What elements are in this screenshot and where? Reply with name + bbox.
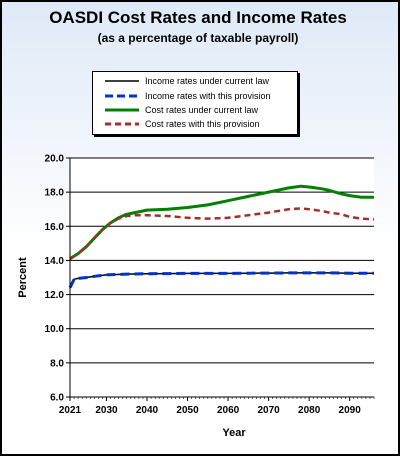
x-axis-title: Year	[222, 427, 246, 439]
y-tick-label-3: 12.0	[45, 290, 65, 301]
legend-label-income-provision: Income rates with this provision	[145, 91, 271, 101]
legend-swatch-income-current	[105, 80, 139, 82]
legend-item-income-provision: Income rates with this provision	[103, 89, 271, 103]
y-axis-title: Percent	[17, 257, 29, 298]
legend-label-cost-provision: Cost rates with this provision	[145, 119, 260, 129]
y-tick-label-6: 18.0	[45, 188, 65, 199]
legend-label-income-current: Income rates under current law	[145, 76, 270, 86]
x-tick-label-1: 2030	[95, 405, 118, 416]
legend-item-cost-provision: Cost rates with this provision	[103, 117, 260, 131]
series-lines	[68, 184, 375, 289]
x-tick-label-2: 2040	[136, 405, 159, 416]
legend-swatch-cost-provision	[105, 122, 139, 126]
y-tick-label-4: 14.0	[45, 256, 65, 267]
chart-legend: Income rates under current law Income ra…	[92, 71, 298, 135]
x-tick-label-0: 2021	[59, 405, 82, 416]
y-tick-label-2: 10.0	[45, 324, 65, 335]
y-tick-label-1: 8.0	[50, 358, 64, 369]
legend-label-cost-current: Cost rates under current law	[145, 105, 259, 115]
x-tick-label-7: 2090	[339, 405, 362, 416]
y-tick-label-0: 6.0	[50, 393, 64, 404]
series-line-3	[69, 207, 375, 260]
chart-subtitle: (as a percentage of taxable payroll)	[97, 31, 299, 45]
plot-area	[70, 158, 374, 397]
legend-item-income-current: Income rates under current law	[103, 74, 269, 88]
chart-title: OASDI Cost Rates and Income Rates	[49, 8, 347, 27]
series-line-1	[68, 271, 374, 289]
grid-lines	[70, 157, 374, 398]
y-tick-label-7: 20.0	[45, 154, 65, 165]
legend-item-cost-current: Cost rates under current law	[103, 103, 258, 117]
legend-swatch-cost-current	[105, 108, 139, 112]
legend-swatch-income-provision	[105, 94, 139, 98]
x-tick-label-3: 2050	[176, 405, 199, 416]
x-tick-label-6: 2080	[298, 405, 321, 416]
y-tick-label-5: 16.0	[45, 222, 65, 233]
x-tick-label-4: 2060	[217, 405, 240, 416]
tick-labels: 6.0 8.0 10.0 12.0 14.0 16.0 18.0 20.0 2021 2030 20…	[45, 154, 362, 417]
x-tick-label-5: 2070	[257, 405, 280, 416]
axes	[66, 157, 375, 401]
